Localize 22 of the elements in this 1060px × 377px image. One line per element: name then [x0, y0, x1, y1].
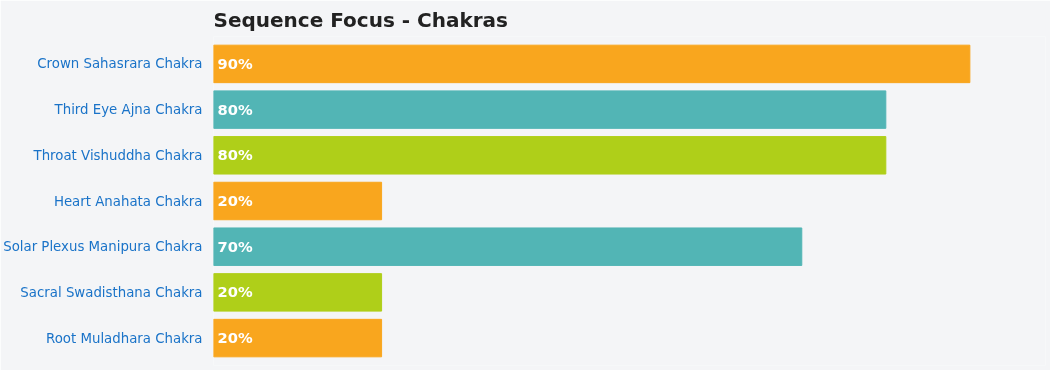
bar: [213, 273, 383, 312]
data-label: 80%: [217, 100, 253, 118]
y-tick-label: Root Muladhara Chakra: [46, 330, 203, 346]
y-tick-label: Sacral Swadisthana Chakra: [20, 284, 203, 300]
data-label: 20%: [217, 283, 253, 301]
y-tick-label: Throat Vishuddha Chakra: [32, 147, 203, 163]
data-label: 80%: [217, 146, 253, 164]
bar: [213, 318, 383, 358]
y-tick-label: Solar Plexus Manipura Chakra: [3, 239, 203, 255]
bar: [213, 227, 803, 266]
data-label: 90%: [217, 54, 253, 72]
chart-title: Sequence Focus - Chakras: [213, 7, 509, 32]
y-tick-label: Crown Sahasrara Chakra: [37, 56, 203, 72]
bar: [213, 136, 887, 175]
bar: [213, 90, 887, 129]
data-label: 20%: [217, 192, 253, 209]
y-tick-label: Heart Anahata Chakra: [53, 193, 203, 209]
bar: [213, 181, 383, 221]
y-tick-label: Third Eye Ajna Chakra: [53, 102, 203, 118]
data-label: 70%: [217, 237, 253, 255]
bar: [213, 44, 971, 84]
data-label: 20%: [217, 329, 253, 347]
